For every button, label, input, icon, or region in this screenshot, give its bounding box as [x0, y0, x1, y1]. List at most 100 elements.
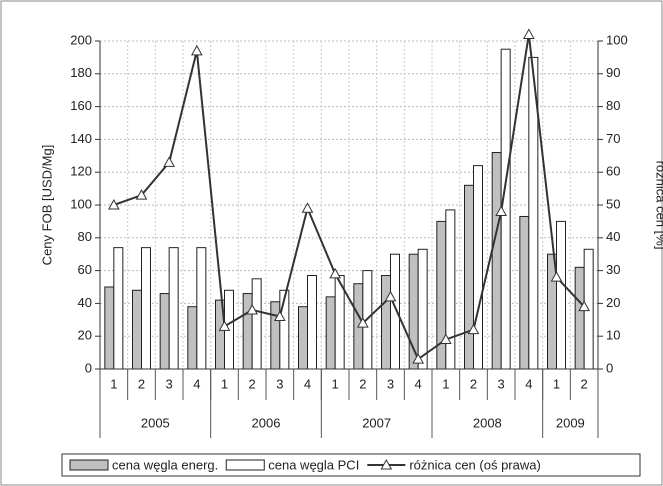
bar: [334, 275, 345, 370]
line-marker: [135, 189, 148, 200]
bar: [113, 247, 124, 370]
bar: [141, 247, 151, 370]
line-marker: [190, 44, 203, 56]
y-tick-label: 180: [70, 65, 92, 80]
bar: [159, 293, 170, 370]
y2-tick-label: 100: [606, 32, 628, 47]
y-tick-label: 100: [70, 196, 92, 211]
x-tick-label: 1: [221, 376, 228, 391]
bar: [168, 247, 179, 370]
legend-label: różnica cen (oś prawa): [409, 457, 541, 472]
line-marker: [439, 333, 452, 344]
x-tick-label: 1: [553, 376, 560, 391]
bar: [307, 275, 317, 370]
bar: [242, 293, 253, 370]
y2-tick-label: 40: [606, 229, 620, 244]
x-tick-label: 4: [525, 376, 532, 391]
x-tick-label: 3: [166, 376, 173, 391]
bar: [270, 301, 281, 370]
group-label: 2007: [362, 415, 391, 430]
line-marker: [356, 317, 369, 328]
bar: [574, 266, 585, 370]
bar: [251, 278, 262, 370]
bar: [104, 286, 115, 370]
bar: [298, 306, 308, 370]
y-tick-label: 0: [85, 360, 92, 375]
x-tick-label: 3: [387, 376, 394, 391]
y2-tick-label: 50: [606, 196, 620, 211]
x-tick-label: 1: [332, 376, 339, 391]
x-tick-label: 4: [193, 376, 200, 391]
bar: [519, 215, 530, 370]
y2-tick-label: 70: [606, 131, 620, 146]
y2-tick-label: 80: [606, 98, 620, 113]
x-tick-label: 4: [415, 376, 422, 391]
legend-box: [61, 453, 641, 477]
bar: [491, 152, 502, 370]
bar: [436, 220, 447, 370]
bar: [556, 220, 566, 370]
x-tick-label: 1: [442, 376, 449, 391]
line-marker: [412, 353, 425, 364]
line-marker: [246, 303, 259, 315]
y2-tick-label: 30: [606, 262, 620, 277]
line-marker: [329, 267, 342, 279]
bar: [417, 248, 428, 370]
y-tick-label: 60: [78, 262, 92, 277]
line-marker: [301, 202, 314, 213]
y-tick-label: 20: [78, 328, 92, 343]
legend-swatch: [69, 459, 109, 471]
y2-tick-label: 20: [606, 295, 620, 310]
y-tick-label: 120: [70, 164, 92, 179]
y-tick-label: 200: [70, 32, 92, 47]
line-marker: [273, 310, 286, 322]
bar: [390, 253, 400, 370]
x-tick-label: 3: [498, 376, 505, 391]
legend-label: cena węgla PCI: [268, 457, 359, 472]
legend-swatch: [225, 459, 265, 471]
bar: [464, 184, 474, 370]
bar: [196, 247, 207, 370]
y2-tick-label: 60: [606, 164, 620, 179]
line-marker: [578, 300, 591, 312]
bar: [325, 296, 336, 370]
x-tick-label: 1: [110, 376, 117, 391]
x-tick-label: 3: [276, 376, 283, 391]
y-tick-label: 40: [78, 295, 92, 310]
y2-tick-label: 10: [606, 328, 620, 343]
y-tick-label: 140: [70, 131, 92, 146]
legend-label: cena węgla energ.: [112, 457, 218, 472]
line: [113, 34, 585, 361]
bar: [187, 306, 198, 370]
line-marker: [384, 290, 397, 302]
y2-axis-title: różnica cen [%]: [654, 161, 663, 250]
line-marker: [550, 271, 563, 282]
y2-tick-label: 90: [606, 65, 620, 80]
line-marker: [522, 28, 535, 39]
bar: [473, 165, 483, 370]
y2-tick-label: 0: [606, 360, 613, 375]
group-label: 2008: [473, 415, 502, 430]
bar: [408, 253, 419, 370]
y-tick-label: 160: [70, 98, 92, 113]
line-marker: [495, 205, 508, 217]
bar: [132, 289, 142, 370]
x-tick-label: 4: [304, 376, 311, 391]
x-tick-label: 2: [138, 376, 145, 391]
legend-marker: [380, 458, 393, 470]
line-marker: [163, 156, 176, 167]
group-label: 2005: [141, 415, 170, 430]
group-label: 2009: [556, 415, 585, 430]
x-tick-label: 2: [359, 376, 366, 391]
line-marker: [107, 198, 120, 210]
y-axis-title: Ceny FOB [USD/Mg]: [39, 145, 54, 266]
bar: [445, 209, 456, 370]
group-label: 2006: [252, 415, 281, 430]
y-tick-label: 80: [78, 229, 92, 244]
line-marker: [218, 320, 231, 331]
x-tick-label: 2: [249, 376, 256, 391]
line-marker: [467, 323, 480, 335]
x-tick-label: 2: [581, 376, 588, 391]
bar: [381, 275, 391, 370]
